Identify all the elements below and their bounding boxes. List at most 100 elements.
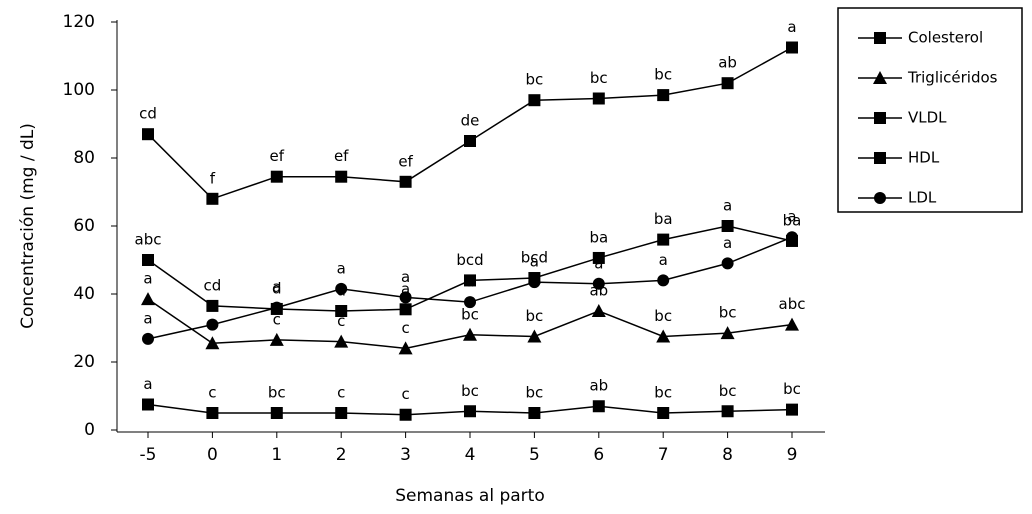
significance-label: abc (135, 231, 162, 249)
marker (786, 403, 798, 416)
marker (786, 231, 798, 244)
significance-label: c (401, 319, 409, 337)
marker (528, 407, 541, 419)
x-axis-title: Semanas al parto (395, 486, 545, 506)
x-tick-label: 8 (722, 445, 733, 465)
significance-label: cd (139, 105, 157, 123)
x-tick-label: 0 (207, 445, 218, 465)
legend-label: LDL (908, 189, 937, 207)
marker (464, 135, 476, 147)
significance-label: ba (783, 211, 802, 229)
marker (592, 277, 605, 290)
marker (592, 400, 605, 413)
marker (657, 89, 670, 102)
marker (874, 112, 886, 124)
significance-label: c (401, 385, 409, 403)
y-tick-label: 80 (73, 148, 95, 168)
marker (205, 336, 220, 350)
marker (874, 152, 886, 164)
marker (334, 334, 349, 348)
marker (206, 407, 219, 419)
marker (657, 274, 670, 287)
significance-label: c (208, 384, 216, 402)
x-tick-label: 2 (336, 445, 347, 465)
marker (720, 326, 735, 340)
marker (269, 332, 284, 346)
x-tick-label: 3 (400, 445, 411, 465)
significance-label: a (787, 208, 796, 226)
significance-label: bc (654, 307, 672, 325)
x-tick-label: 6 (593, 445, 604, 465)
significance-label: cd (204, 276, 222, 294)
significance-label: a (401, 280, 410, 298)
significance-label: bc (268, 384, 286, 402)
marker (657, 233, 670, 246)
marker (335, 170, 348, 183)
marker (527, 329, 542, 343)
significance-label: a (594, 254, 603, 272)
significance-label: bc (654, 384, 672, 402)
marker (721, 220, 734, 232)
marker (142, 332, 154, 345)
marker (786, 41, 798, 54)
marker (592, 251, 605, 264)
legend-label: VLDL (908, 109, 947, 127)
marker (721, 405, 734, 418)
significance-label: a (272, 278, 281, 296)
y-axis-title: Concentración (mg / dL) (18, 123, 38, 329)
significance-label: bc (719, 304, 737, 322)
x-tick-label: 7 (658, 445, 669, 465)
x-tick-label: 5 (529, 445, 540, 465)
significance-label: ba (654, 210, 673, 228)
significance-label: a (530, 253, 539, 271)
marker (785, 317, 799, 331)
significance-label: ef (398, 152, 413, 170)
marker (721, 77, 734, 90)
significance-label: bc (461, 305, 479, 323)
legend-label: Triglicéridos (907, 69, 998, 87)
marker (874, 192, 886, 204)
legend-box (837, 7, 1023, 213)
marker (206, 192, 219, 205)
marker (399, 291, 412, 304)
significance-label: bc (526, 71, 544, 89)
marker (528, 94, 541, 107)
significance-label: c (273, 310, 281, 328)
marker (464, 296, 476, 309)
marker (874, 32, 886, 44)
significance-label: c (337, 384, 345, 402)
marker (528, 276, 541, 289)
marker (656, 329, 671, 343)
significance-label: a (465, 273, 474, 291)
x-tick-label: 4 (465, 445, 476, 465)
y-tick-label: 20 (73, 352, 95, 372)
marker (206, 299, 219, 312)
marker (657, 407, 670, 419)
significance-label: ab (589, 377, 608, 395)
marker (335, 305, 348, 317)
marker (464, 405, 476, 418)
marker (464, 274, 476, 287)
marker (399, 303, 412, 316)
significance-label: d (272, 279, 282, 297)
significance-label: a (723, 234, 732, 252)
significance-label: a (723, 197, 732, 215)
significance-label: f (210, 169, 216, 187)
y-tick-label: 60 (73, 216, 95, 236)
marker (591, 304, 606, 317)
significance-label: ab (718, 54, 737, 72)
marker (141, 292, 155, 306)
significance-label: bc (654, 66, 672, 84)
marker (399, 408, 412, 421)
x-tick-label: -5 (140, 445, 157, 465)
marker (142, 128, 154, 141)
significance-label: bc (526, 307, 544, 325)
marker (335, 407, 348, 419)
marker (592, 92, 605, 105)
significance-label: bc (526, 384, 544, 402)
marker (398, 341, 413, 355)
x-tick-label: 1 (271, 445, 282, 465)
y-tick-label: 40 (73, 284, 95, 304)
marker (721, 257, 734, 270)
